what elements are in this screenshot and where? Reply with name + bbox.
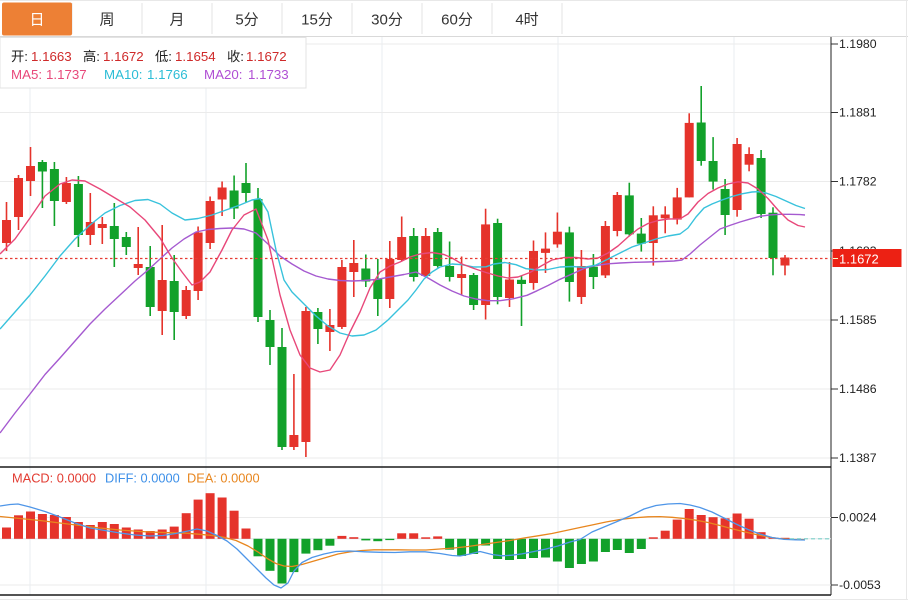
- svg-text:1.1672: 1.1672: [103, 49, 144, 64]
- svg-text:1.1766: 1.1766: [147, 67, 188, 82]
- svg-text:DIFF: 0.0000: DIFF: 0.0000: [105, 471, 180, 486]
- svg-text:1.1585: 1.1585: [839, 313, 877, 327]
- svg-text:高:: 高:: [83, 48, 100, 64]
- svg-text:MACD: 0.0000: MACD: 0.0000: [12, 471, 96, 486]
- svg-text:日: 日: [29, 12, 44, 29]
- svg-text:MA5:: MA5:: [11, 67, 42, 82]
- svg-text:1.1980: 1.1980: [839, 37, 877, 51]
- svg-text:4时: 4时: [515, 12, 538, 29]
- svg-text:1.1733: 1.1733: [248, 67, 289, 82]
- svg-text:低:: 低:: [155, 49, 172, 64]
- svg-text:1.1672: 1.1672: [839, 252, 879, 267]
- svg-text:DEA: 0.0000: DEA: 0.0000: [187, 471, 260, 486]
- svg-text:1.1672: 1.1672: [246, 49, 287, 64]
- svg-text:MA20:: MA20:: [204, 67, 242, 82]
- svg-text:1.1737: 1.1737: [46, 67, 87, 82]
- svg-text:收:: 收:: [227, 49, 244, 64]
- svg-text:30分: 30分: [371, 12, 403, 29]
- svg-text:月: 月: [169, 12, 184, 29]
- svg-text:1.1782: 1.1782: [839, 175, 877, 189]
- svg-text:1.1486: 1.1486: [839, 382, 877, 396]
- svg-text:MA10:: MA10:: [104, 67, 142, 82]
- svg-text:1.1387: 1.1387: [839, 451, 877, 465]
- svg-text:15分: 15分: [301, 12, 333, 29]
- svg-text:开:: 开:: [11, 49, 28, 64]
- svg-text:1.1654: 1.1654: [175, 49, 216, 64]
- svg-text:0.0024: 0.0024: [839, 511, 877, 525]
- svg-text:1.1881: 1.1881: [839, 106, 877, 120]
- svg-text:5分: 5分: [235, 12, 258, 29]
- svg-text:60分: 60分: [441, 12, 473, 29]
- svg-text:周: 周: [99, 12, 114, 29]
- svg-text:1.1663: 1.1663: [31, 49, 72, 64]
- svg-text:-0.0053: -0.0053: [839, 578, 881, 592]
